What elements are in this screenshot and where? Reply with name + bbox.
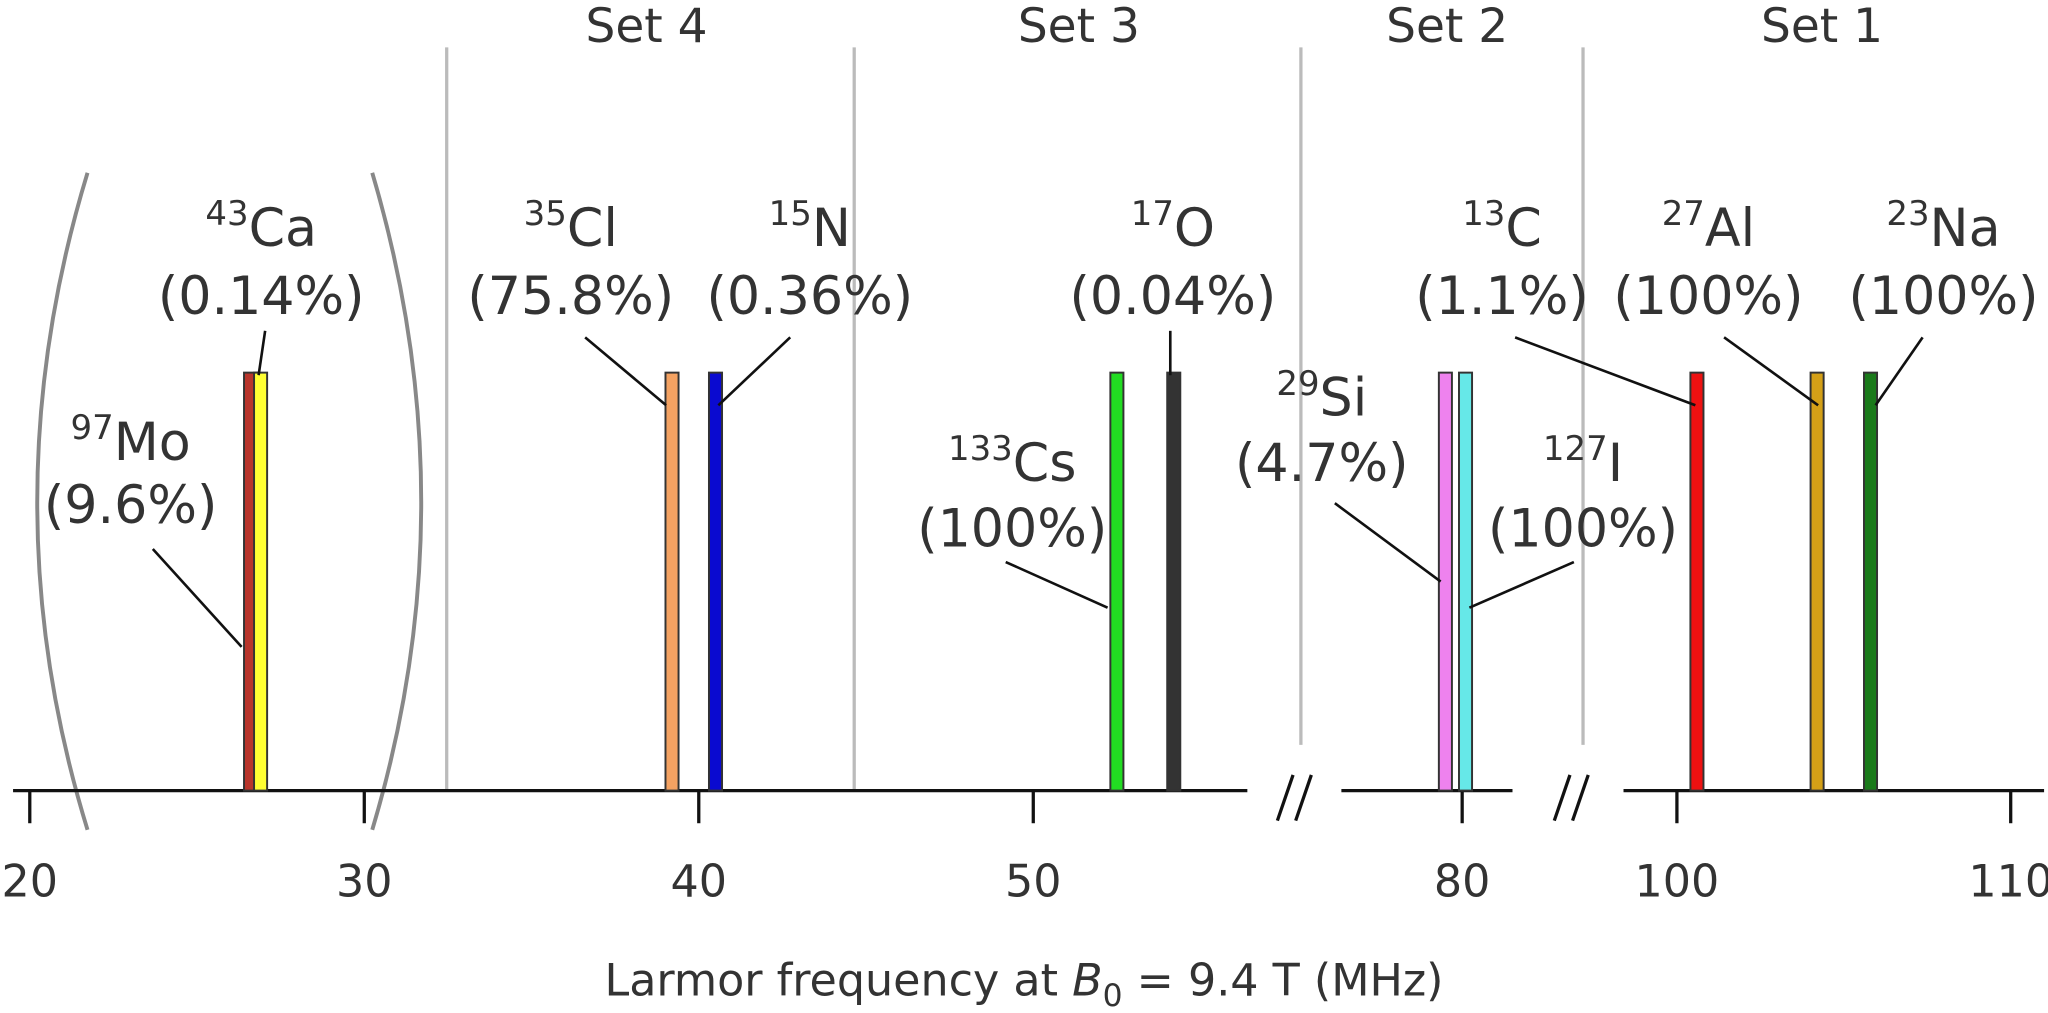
nucleus-name: 27Al bbox=[1662, 194, 1755, 259]
leader-line bbox=[584, 336, 667, 407]
x-tick-label: 20 bbox=[2, 856, 59, 907]
element-symbol: Na bbox=[1930, 199, 2001, 259]
nucleus-bar bbox=[664, 371, 680, 792]
nucleus-bar bbox=[1809, 371, 1825, 792]
nucleus-bar bbox=[1437, 371, 1453, 792]
set-dividers bbox=[445, 47, 1585, 791]
mass-number: 97 bbox=[71, 408, 114, 448]
element-symbol: C bbox=[1505, 199, 1541, 259]
mass-number: 27 bbox=[1662, 194, 1705, 234]
mass-number: 17 bbox=[1131, 194, 1174, 234]
set-label: Set 3 bbox=[1018, 0, 1140, 54]
mass-number: 15 bbox=[769, 194, 812, 234]
abundance: (100%) bbox=[1848, 267, 2038, 327]
nucleus-bar bbox=[707, 371, 724, 792]
x-tick-label: 110 bbox=[1968, 856, 2048, 907]
x-axis-label-text: = 9.4 T (MHz) bbox=[1123, 956, 1444, 1007]
nucleus-bar bbox=[1689, 371, 1705, 792]
abundance: (0.36%) bbox=[706, 267, 913, 327]
nucleus-name: 29Si bbox=[1276, 364, 1367, 429]
leader-line bbox=[257, 330, 267, 376]
nucleus-name: 133Cs bbox=[948, 429, 1076, 494]
element-symbol: Ca bbox=[249, 199, 317, 259]
break-mark bbox=[1571, 774, 1590, 822]
element-symbol: Si bbox=[1320, 369, 1368, 429]
parentheses bbox=[35, 172, 424, 831]
x-tick-label: 100 bbox=[1635, 856, 1720, 907]
nucleus-name: 97Mo bbox=[71, 408, 191, 473]
abundance: (0.14%) bbox=[158, 267, 365, 327]
mass-number: 133 bbox=[948, 429, 1013, 469]
nucleus-bar bbox=[1166, 371, 1182, 792]
nucleus-name: 13C bbox=[1462, 194, 1542, 259]
abundance: (1.1%) bbox=[1415, 267, 1588, 327]
element-symbol: Mo bbox=[114, 413, 191, 473]
abundance: (100%) bbox=[1488, 499, 1678, 559]
set-label: Set 2 bbox=[1386, 0, 1508, 54]
element-symbol: I bbox=[1608, 434, 1623, 494]
nucleus-name: 17O bbox=[1131, 194, 1215, 259]
x-axis-label-symbol: B bbox=[1072, 956, 1102, 1007]
leader-line bbox=[151, 548, 243, 648]
nucleus-name: 35Cl bbox=[524, 194, 618, 259]
nucleus-name: 43Ca bbox=[205, 194, 317, 259]
mass-number: 127 bbox=[1543, 429, 1608, 469]
leader-line bbox=[1468, 560, 1575, 609]
break-mark bbox=[1552, 774, 1572, 822]
nucleus-name: 15N bbox=[769, 194, 851, 259]
mass-number: 35 bbox=[524, 194, 567, 234]
leader-line bbox=[1334, 502, 1442, 583]
leader-line bbox=[717, 336, 792, 407]
mass-number: 43 bbox=[205, 194, 248, 234]
right-parenthesis bbox=[370, 172, 424, 831]
abundance: (4.7%) bbox=[1235, 434, 1408, 494]
x-axis-label: Larmor frequency at B0 = 9.4 T (MHz) bbox=[604, 956, 1443, 1013]
nucleus-name: 127I bbox=[1543, 429, 1623, 494]
element-symbol: N bbox=[812, 199, 851, 259]
mass-number: 29 bbox=[1276, 364, 1319, 404]
nucleus-bar bbox=[253, 371, 269, 792]
x-axis-label-text: Larmor frequency at bbox=[604, 956, 1072, 1007]
nucleus-name: 23Na bbox=[1886, 194, 2000, 259]
x-tick-label: 30 bbox=[336, 856, 393, 907]
x-tick-label: 50 bbox=[1005, 856, 1062, 907]
abundance: (100%) bbox=[1613, 267, 1803, 327]
element-symbol: Cs bbox=[1013, 434, 1077, 494]
axis-breaks bbox=[1275, 774, 1590, 822]
abundance: (100%) bbox=[917, 499, 1107, 559]
abundance: (75.8%) bbox=[467, 267, 674, 327]
x-tick-label: 40 bbox=[671, 856, 728, 907]
x-tick-label: 80 bbox=[1434, 856, 1491, 907]
mass-number: 23 bbox=[1886, 194, 1929, 234]
set-label: Set 1 bbox=[1761, 0, 1883, 54]
nucleus-bar bbox=[1863, 371, 1879, 792]
nucleus-bar bbox=[1458, 371, 1474, 792]
break-mark bbox=[1294, 774, 1313, 822]
element-symbol: Al bbox=[1705, 199, 1755, 259]
nucleus-bar bbox=[1109, 371, 1125, 792]
mass-number: 13 bbox=[1462, 194, 1505, 234]
leader-line bbox=[1874, 336, 1924, 407]
set-label: Set 4 bbox=[585, 0, 707, 54]
leader-line bbox=[1005, 560, 1109, 609]
break-mark bbox=[1275, 774, 1295, 822]
element-symbol: O bbox=[1174, 199, 1215, 259]
leader-line bbox=[1723, 336, 1819, 407]
abundance: (9.6%) bbox=[44, 476, 217, 536]
x-axis-label-subscript: 0 bbox=[1103, 978, 1123, 1013]
left-parenthesis bbox=[35, 172, 90, 831]
element-symbol: Cl bbox=[567, 199, 618, 259]
abundance: (0.04%) bbox=[1070, 267, 1277, 327]
leader-line bbox=[1514, 336, 1696, 407]
